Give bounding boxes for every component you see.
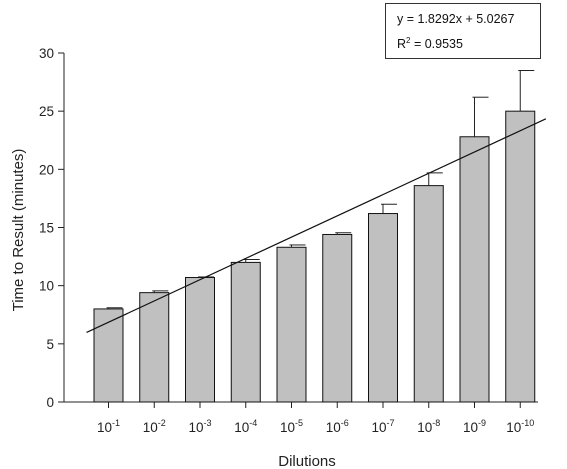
x-tick-label: 10-8 (417, 418, 440, 435)
x-tick-label-exponent: -6 (341, 418, 349, 428)
r-squared-prefix: R (397, 37, 407, 52)
x-tick-label-base: 10 (143, 420, 158, 435)
y-tick-label: 10 (39, 279, 54, 294)
x-tick-label-exponent: -8 (432, 418, 440, 428)
y-axis-label: Time to Result (minutes) (10, 149, 27, 312)
x-tick-label-exponent: -2 (158, 418, 166, 428)
x-tick-label-base: 10 (463, 420, 478, 435)
y-tick-label: 20 (39, 162, 54, 177)
x-tick-label: 10-4 (234, 418, 257, 435)
x-tick-label: 10-2 (143, 418, 166, 435)
y-tick-label: 0 (46, 395, 54, 410)
bar (368, 213, 398, 403)
bar (322, 233, 353, 403)
x-tick-label: 10-6 (326, 418, 349, 435)
r-squared-exponent: 2 (406, 36, 411, 45)
x-tick-label-exponent: -9 (478, 418, 486, 428)
r-squared: R2 = 0.9535 (397, 30, 540, 55)
trendline (86, 118, 547, 334)
trendline-line (86, 118, 547, 334)
x-axis-label: Dilutions (278, 453, 336, 469)
bar (139, 292, 170, 403)
bar (505, 110, 536, 403)
y-axis: 0 5 10 15 20 25 30 (39, 46, 65, 410)
x-tick-label-base: 10 (188, 420, 203, 435)
x-tick-label-base: 10 (371, 420, 386, 435)
x-axis: 10-1 10-2 10-3 10-4 10-5 10-6 10-7 10-8 10-9 10-1… (64, 401, 538, 435)
error-bars (106, 69, 535, 309)
bar (185, 277, 215, 403)
x-tick-label-exponent: -10 (521, 418, 534, 428)
x-tick-label: 10-9 (463, 418, 486, 435)
bar (459, 136, 490, 403)
x-tick-label: 10-7 (371, 418, 394, 435)
bar (230, 261, 261, 403)
equation-box: y = 1.8292x + 5.0267 R2 = 0.9535 (385, 3, 541, 59)
x-tick-label: 10-10 (506, 418, 534, 435)
x-tick-label: 10-1 (97, 418, 120, 435)
x-tick-label-exponent: -4 (249, 418, 257, 428)
y-tick-label: 5 (46, 337, 54, 352)
x-tick-label-base: 10 (326, 420, 341, 435)
x-tick-label-exponent: -7 (387, 418, 395, 428)
x-tick-label-base: 10 (417, 420, 432, 435)
x-tick-label-exponent: -1 (112, 418, 120, 428)
x-tick-label-base: 10 (506, 420, 521, 435)
x-tick-label-base: 10 (97, 420, 112, 435)
regression-equation: y = 1.8292x + 5.0267 (397, 12, 515, 26)
x-tick-label-base: 10 (280, 420, 295, 435)
bar (413, 185, 444, 403)
x-tick-label-exponent: -3 (204, 418, 212, 428)
r-squared-value: = 0.9535 (410, 37, 463, 52)
x-tick-label: 10-5 (280, 418, 303, 435)
x-tick-label: 10-3 (188, 418, 211, 435)
y-tick-label: 25 (39, 104, 54, 119)
bar (276, 246, 307, 403)
x-tick-label-exponent: -5 (295, 418, 303, 428)
x-tick-label-base: 10 (234, 420, 249, 435)
y-tick-label: 15 (39, 221, 54, 236)
y-tick-label: 30 (39, 46, 54, 61)
